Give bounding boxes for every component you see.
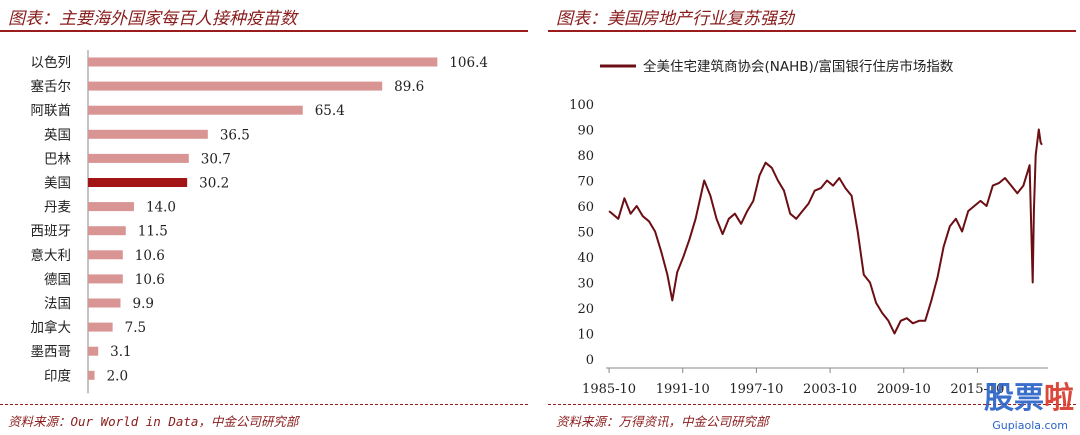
x-tick-label-5: 2015-10 (950, 382, 1004, 397)
value-label-2: 65.4 (315, 103, 345, 119)
category-label-8: 意大利 (31, 247, 72, 264)
value-label-1: 89.6 (394, 79, 424, 95)
bar-6 (88, 202, 134, 212)
bar-9 (88, 274, 123, 284)
bar-8 (88, 250, 123, 260)
category-label-10: 法国 (44, 296, 71, 312)
x-tick-label-1: 1991-10 (656, 382, 710, 397)
legend-label: 全美住宅建筑商协会(NAHB)/富国银行住房市场指数 (643, 58, 954, 75)
y-tick-label-1: 10 (577, 328, 594, 343)
category-label-7: 西班牙 (31, 224, 72, 240)
housing-index-line-chart: 全美住宅建筑商协会(NAHB)/富国银行住房市场指数 0 10 20 30 40 50 60 7… (569, 58, 1048, 397)
y-tick-label-9: 90 (577, 124, 594, 139)
value-label-6: 14.0 (146, 200, 176, 216)
left-chart-source: 资料来源：Our World in Data，中金公司研究部 (8, 414, 299, 429)
category-label-4: 巴林 (44, 151, 71, 167)
value-label-12: 3.1 (110, 344, 131, 360)
right-chart-panel: 图表：美国房地产行业复苏强劲 全美住宅建筑商协会(NAHB)/富国银行住房市场指… (548, 0, 1080, 435)
bar-3 (88, 129, 208, 139)
value-label-13: 2.0 (107, 368, 128, 384)
y-tick-label-4: 40 (577, 251, 594, 266)
y-tick-label-5: 50 (577, 226, 594, 241)
x-tick-label-3: 2003-10 (803, 382, 857, 397)
y-tick-label-7: 70 (577, 175, 594, 190)
left-source-rule (0, 404, 528, 405)
value-label-11: 7.5 (125, 320, 146, 336)
left-chart-panel: 图表：主要海外国家每百人接种疫苗数 以色列 106.4 塞舌尔 89.6 阿联酋 65.4… (0, 0, 530, 435)
bar-12 (88, 346, 99, 356)
category-label-13: 印度 (44, 368, 71, 384)
watermark-accent-text: 啦 (1044, 381, 1074, 416)
category-label-11: 加拿大 (31, 319, 72, 336)
right-chart-source: 资料来源：万得资讯，中金公司研究部 (556, 414, 769, 429)
right-title-rule (548, 30, 1076, 32)
bar-7 (88, 226, 126, 236)
bar-10 (88, 298, 121, 308)
bar-13 (88, 370, 95, 380)
value-label-7: 11.5 (138, 224, 168, 240)
watermark-main-text: 股票 (984, 381, 1044, 416)
y-tick-label-10: 100 (569, 98, 594, 113)
x-tick-label-4: 2009-10 (877, 382, 931, 397)
category-label-12: 墨西哥 (31, 344, 72, 360)
left-title-rule (0, 30, 528, 32)
value-label-9: 10.6 (135, 272, 165, 288)
category-label-9: 德国 (44, 272, 71, 288)
vaccination-bar-chart: 以色列 106.4 塞舌尔 89.6 阿联酋 65.4 英国 36.5 巴林 30.7 美国 30.2… (31, 50, 488, 394)
y-tick-label-2: 20 (577, 302, 594, 317)
value-label-5: 30.2 (199, 176, 229, 192)
value-label-8: 10.6 (135, 248, 165, 264)
bar-11 (88, 322, 113, 332)
y-tick-label-3: 30 (577, 277, 594, 292)
x-tick-label-0: 1985-10 (582, 382, 636, 397)
value-label-0: 106.4 (449, 55, 488, 71)
y-tick-label-6: 60 (577, 200, 594, 215)
category-label-3: 英国 (44, 126, 71, 143)
watermark-url: Gupiaola.com (992, 419, 1068, 432)
category-label-5: 美国 (44, 176, 71, 192)
value-label-4: 30.7 (201, 151, 231, 167)
value-label-3: 36.5 (220, 127, 250, 143)
category-label-1: 塞舌尔 (31, 78, 72, 95)
value-label-10: 9.9 (133, 296, 154, 312)
right-chart-title: 图表：美国房地产行业复苏强劲 (556, 9, 794, 29)
bar-4 (88, 153, 189, 163)
series-line-nahb-index (608, 128, 1043, 335)
watermark-logo: 股票啦 (984, 373, 1074, 417)
bar-1 (88, 81, 383, 91)
x-tick-label-2: 1997-10 (729, 382, 783, 397)
right-source-rule (548, 404, 1076, 405)
y-tick-label-0: 0 (586, 353, 594, 368)
y-tick-label-8: 80 (577, 149, 594, 164)
category-label-0: 以色列 (31, 54, 72, 71)
bar-2 (88, 105, 303, 115)
bar-5 (88, 178, 188, 187)
category-label-2: 阿联酋 (31, 102, 72, 119)
bar-0 (88, 57, 438, 67)
left-chart-title: 图表：主要海外国家每百人接种疫苗数 (8, 9, 297, 29)
category-label-6: 丹麦 (44, 200, 71, 216)
